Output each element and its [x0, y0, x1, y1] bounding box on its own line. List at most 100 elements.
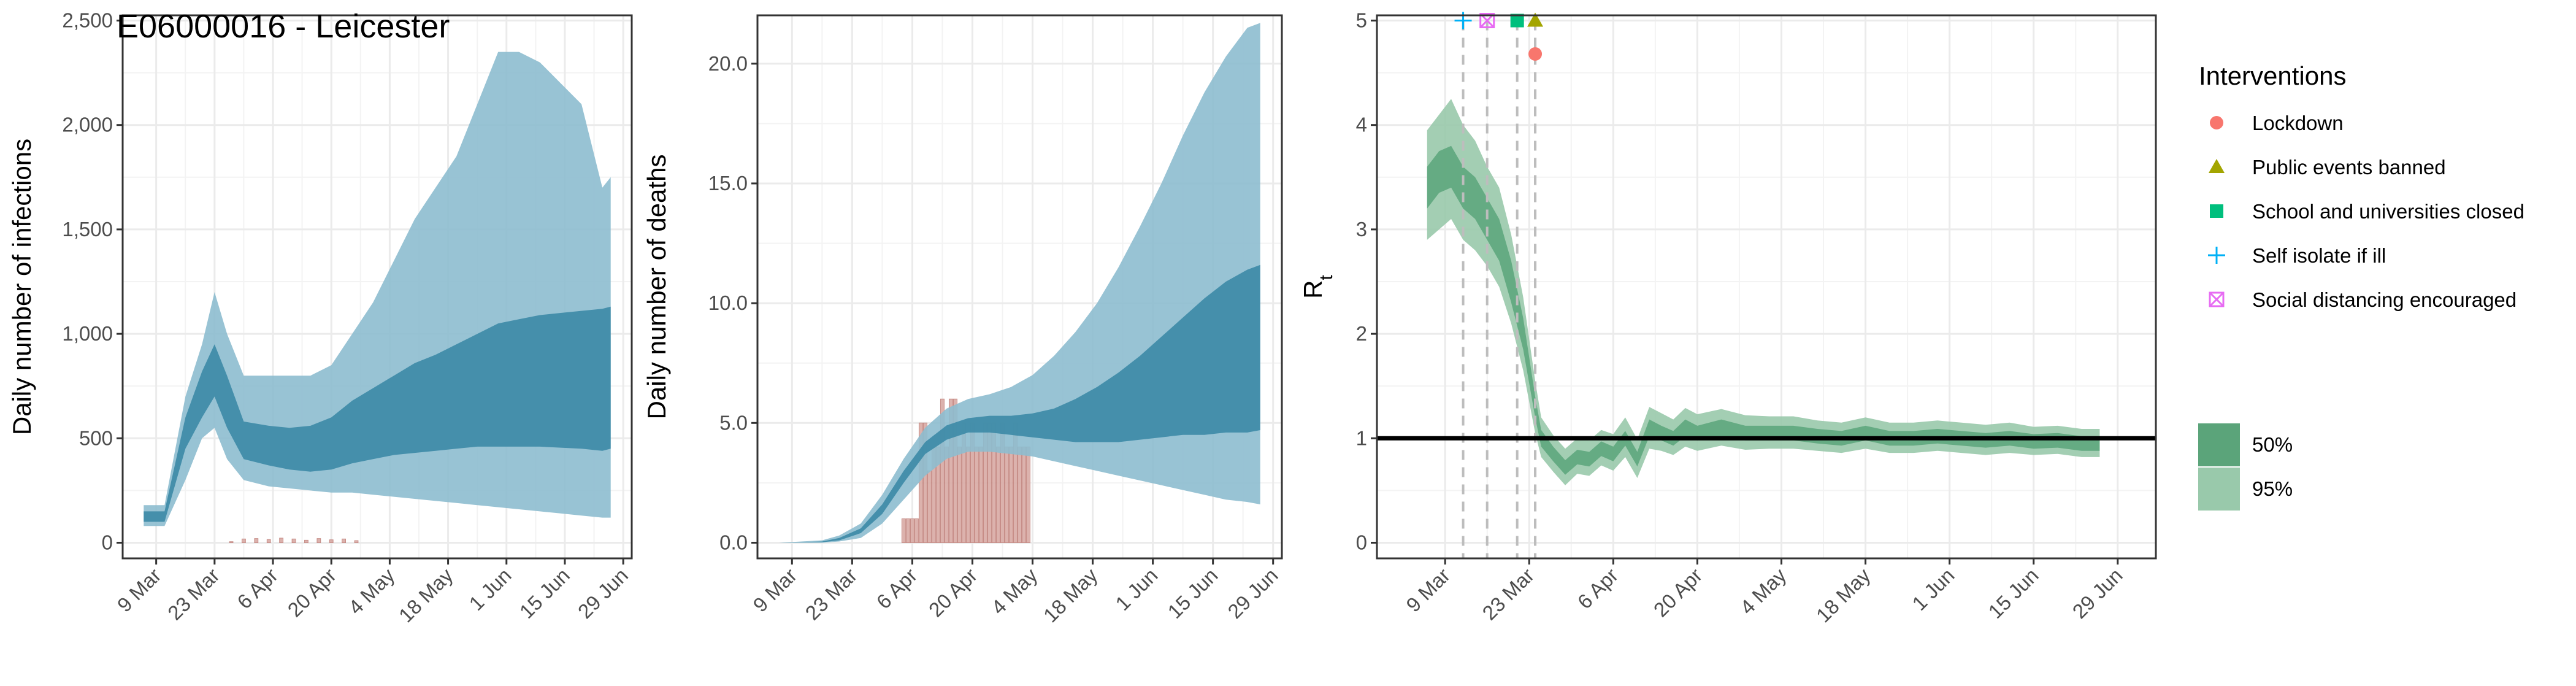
y-tick-label: 4 — [1356, 114, 1367, 136]
y-axis-title: Daily number of infections — [7, 139, 36, 435]
y-tick-label: 20.0 — [708, 52, 748, 75]
x-tick-label: 15 Jun — [515, 564, 574, 623]
y-axis-title-subscript: t — [1316, 275, 1336, 280]
observed-bar — [266, 539, 271, 543]
x-tick-label: 18 May — [1812, 563, 1875, 626]
observed-bar — [304, 539, 309, 543]
panel-border — [121, 14, 633, 560]
observed-bar — [914, 518, 919, 543]
x-tick-label: 4 May — [987, 563, 1042, 619]
x-tick-label: 15 Jun — [1984, 564, 2042, 623]
x-tick-label: 6 Apr — [1573, 564, 1623, 614]
observed-bar — [918, 422, 923, 543]
y-tick-label: 1,500 — [62, 218, 113, 241]
observed-bar — [996, 446, 1000, 543]
legend-ci-label: 50% — [2252, 433, 2293, 456]
x-tick-label: 23 Mar — [1478, 564, 1538, 625]
y-tick-label: 0 — [1356, 531, 1367, 553]
x-tick-label: 29 Jun — [2068, 564, 2126, 623]
observed-bar — [965, 446, 970, 543]
legend-item-label: School and universities closed — [2252, 200, 2524, 223]
observed-bar — [229, 541, 234, 543]
legend-key-circle — [2210, 116, 2223, 129]
legend-item: Public events banned — [2209, 156, 2446, 179]
legend-ci-swatch — [2198, 468, 2240, 511]
legend-key-triangle — [2209, 159, 2225, 173]
observed-bar — [329, 539, 334, 543]
y-tick-label: 2,500 — [62, 9, 113, 32]
y-axis-title: Rt — [1298, 275, 1336, 299]
legend-item: Lockdown — [2210, 112, 2344, 134]
observed-bar — [901, 518, 906, 543]
plot-background — [1377, 15, 2156, 558]
observed-bar — [940, 398, 945, 543]
legend-item-label: Lockdown — [2252, 112, 2344, 134]
observed-bar — [1018, 446, 1022, 543]
y-tick-label: 15.0 — [708, 172, 748, 195]
x-tick-label: 20 Apr — [1649, 564, 1707, 622]
x-tick-label: 29 Jun — [1223, 564, 1282, 623]
x-tick-label: 9 Mar — [748, 564, 801, 617]
intervention-marker — [1510, 13, 1524, 28]
observed-bar — [279, 538, 284, 543]
observed-bar — [978, 446, 983, 543]
x-tick-label: 1 Jun — [464, 564, 515, 615]
legend-item: Self isolate if ill — [2208, 244, 2386, 267]
page-title: E06000016 - Leicester — [117, 8, 450, 45]
rt-50-band — [1427, 145, 2100, 475]
observed-bar — [948, 398, 953, 543]
x-tick-label: 20 Apr — [283, 564, 341, 622]
legend-key-square — [2210, 204, 2223, 218]
ci-50-band — [779, 264, 1260, 543]
observed-bar — [354, 540, 359, 543]
observed-bar — [1022, 446, 1026, 543]
observed-bar — [905, 518, 910, 543]
y-tick-label: 3 — [1356, 218, 1367, 241]
boxx-box — [1479, 13, 1495, 29]
legend-item-label: Public events banned — [2252, 156, 2446, 179]
x-tick-label: 20 Apr — [924, 564, 982, 622]
y-tick-label: 5.0 — [719, 411, 748, 434]
ci-50-band — [144, 306, 611, 522]
x-tick-label: 9 Mar — [113, 564, 166, 617]
y-tick-label: 0.0 — [719, 531, 748, 553]
x-tick-label: 29 Jun — [573, 564, 632, 623]
observed-bar — [974, 446, 979, 543]
legend-title: Interventions — [2199, 61, 2346, 90]
observed-bar — [1026, 446, 1030, 543]
observed-bar — [316, 538, 321, 543]
legend-ci-item: 95% — [2198, 468, 2293, 511]
x-tick-label: 6 Apr — [232, 564, 282, 614]
observed-bar — [242, 538, 246, 543]
intervention-marker — [1527, 12, 1544, 27]
x-tick-label: 15 Jun — [1163, 564, 1222, 623]
legend-ci-label: 95% — [2252, 477, 2293, 500]
legend: Interventions Lockdown Public events banne… — [2198, 61, 2524, 511]
observed-bar — [1005, 446, 1009, 543]
x-tick-label: 18 May — [1039, 563, 1102, 626]
x-tick-label: 9 Mar — [1401, 564, 1454, 617]
boxx-box — [2209, 291, 2225, 307]
y-tick-label: 2 — [1356, 322, 1367, 345]
legend-item: Social distancing encouraged — [2209, 288, 2517, 311]
x-tick-label: 4 May — [1736, 563, 1791, 619]
observed-bar — [957, 446, 962, 543]
observed-bar — [291, 538, 296, 543]
y-tick-label: 1 — [1356, 426, 1367, 449]
y-tick-label: 1,000 — [62, 322, 113, 345]
observed-bar — [342, 538, 346, 543]
legend-item-label: Social distancing encouraged — [2252, 288, 2517, 311]
observed-bar — [922, 422, 927, 543]
panel-rt: 9 Mar 23 Mar 6 Apr 20 Apr 4 May 18 May 1 Jun 15… — [1298, 9, 2157, 626]
y-axis-title: Daily number of deaths — [642, 155, 671, 420]
panel-border — [1376, 14, 2157, 560]
y-tick-label: 5 — [1356, 9, 1367, 32]
observed-bar — [1009, 446, 1013, 543]
observed-bar — [944, 446, 949, 543]
y-tick-label: 2,000 — [62, 114, 113, 136]
legend-item: School and universities closed — [2210, 200, 2524, 223]
